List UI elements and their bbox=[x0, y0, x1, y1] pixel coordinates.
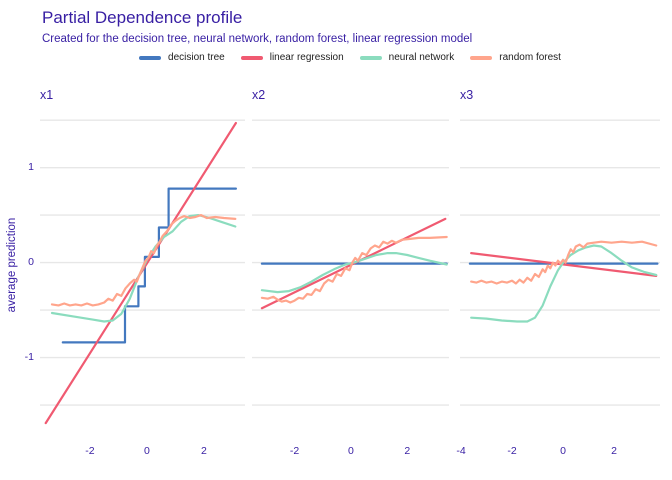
chart-subtitle: Created for the decision tree, neural ne… bbox=[42, 33, 473, 45]
x-tick-label: 2 bbox=[201, 445, 207, 457]
x-tick-label: 2 bbox=[404, 445, 410, 457]
series-line-random-forest bbox=[470, 240, 658, 285]
panel-x3: x3 -4 -2 0 2 bbox=[456, 88, 660, 465]
x-tick-label: 2 bbox=[611, 445, 617, 457]
legend-label-linear-regression: linear regression bbox=[269, 52, 344, 63]
legend-label-decision-tree: decision tree bbox=[168, 52, 225, 63]
series-line-decision-tree bbox=[61, 187, 237, 344]
series-line-random-forest bbox=[260, 235, 448, 304]
y-tick-minus-1: -1 bbox=[24, 351, 34, 363]
x-tick-label: -2 bbox=[290, 445, 299, 457]
legend: decision tree linear regression neural n… bbox=[40, 52, 660, 63]
panel-plot-x2: -2 0 2 bbox=[252, 119, 449, 457]
x-tick-label: -4 bbox=[456, 445, 465, 457]
x-tick-label: -2 bbox=[85, 445, 94, 457]
legend-label-neural-network: neural network bbox=[388, 52, 455, 63]
panel-x2: x2 -2 0 2 bbox=[252, 88, 449, 465]
x-tick-label: 0 bbox=[348, 445, 354, 457]
series-line-neural-network bbox=[260, 252, 448, 294]
x-tick-label: -2 bbox=[507, 445, 516, 457]
legend-item-linear-regression: linear regression bbox=[240, 52, 344, 63]
series-line-random-forest bbox=[50, 213, 237, 307]
facet-label-x1: x1 bbox=[40, 88, 54, 102]
x-tick-label: 0 bbox=[144, 445, 150, 457]
legend-label-random-forest: random forest bbox=[499, 52, 561, 63]
y-tick-0: 0 bbox=[28, 256, 34, 268]
y-tick-1: 1 bbox=[28, 161, 34, 173]
x-tick-label: 0 bbox=[560, 445, 566, 457]
legend-item-neural-network: neural network bbox=[359, 52, 455, 63]
legend-item-decision-tree: decision tree bbox=[139, 52, 225, 63]
facet-label-x3: x3 bbox=[460, 88, 474, 102]
series-line-linear-regression bbox=[470, 252, 658, 277]
legend-swatch-neural-network bbox=[359, 55, 382, 60]
facet-label-x2: x2 bbox=[252, 88, 266, 102]
legend-swatch-decision-tree bbox=[139, 55, 162, 60]
legend-swatch-random-forest bbox=[470, 55, 493, 60]
legend-swatch-linear-regression bbox=[240, 55, 263, 60]
legend-item-random-forest: random forest bbox=[470, 52, 561, 63]
chart-title: Partial Dependence profile bbox=[42, 8, 243, 27]
panel-plot-x3: -4 -2 0 2 bbox=[456, 119, 660, 457]
panel-plot-x1: -2 0 2 bbox=[40, 119, 245, 457]
panel-x1: x1 -2 0 2 bbox=[40, 88, 245, 465]
